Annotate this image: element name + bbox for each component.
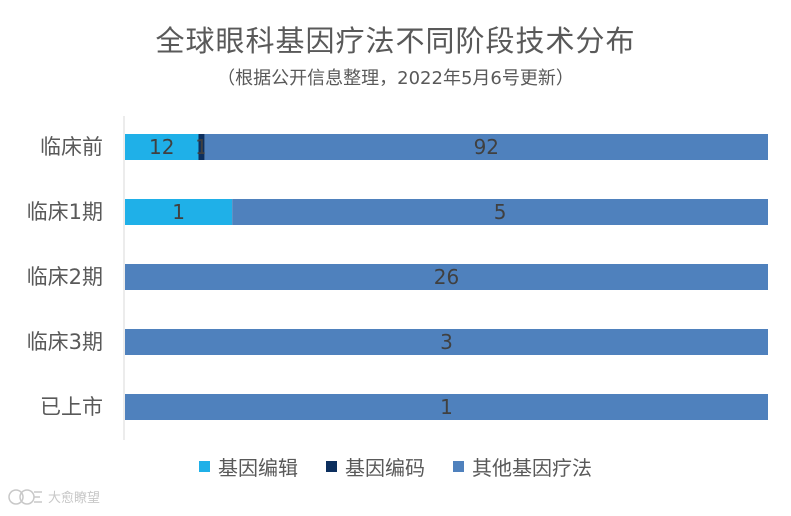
watermark-text: 大愈瞭望 <box>48 491 101 506</box>
legend-swatch-other-gene-therapy <box>453 461 464 472</box>
category-label: 已上市 <box>40 395 103 419</box>
data-label: 5 <box>494 200 507 224</box>
data-label: 3 <box>440 330 453 354</box>
watermark-logo-icon <box>8 488 42 505</box>
category-label: 临床前 <box>40 135 103 159</box>
legend-label-gene-encoding: 基因编码 <box>345 456 425 480</box>
legend-swatch-gene-editing <box>199 461 210 472</box>
legend-label-gene-editing: 基因编辑 <box>218 456 298 480</box>
category-label: 临床3期 <box>27 330 103 354</box>
category-label: 临床2期 <box>27 265 103 289</box>
data-label: 92 <box>474 135 499 159</box>
legend-item-gene-editing: 基因编辑 <box>199 452 298 481</box>
data-label: 26 <box>434 265 459 289</box>
data-label: 1 <box>440 395 453 419</box>
legend-item-gene-encoding: 基因编码 <box>326 452 425 481</box>
category-label: 临床1期 <box>27 200 103 224</box>
legend-label-other-gene-therapy: 其他基因疗法 <box>472 456 592 480</box>
bar-segment <box>125 329 768 355</box>
data-label: 1 <box>172 200 185 224</box>
bar-segment <box>232 199 768 225</box>
chart-legend: 基因编辑 基因编码 其他基因疗法 <box>0 452 791 481</box>
watermark: 大愈瞭望 <box>8 487 100 506</box>
legend-swatch-gene-encoding <box>326 461 337 472</box>
data-label: 12 <box>149 135 174 159</box>
bar-segment <box>125 134 199 160</box>
bar-segment <box>125 264 768 290</box>
legend-item-other-gene-therapy: 其他基因疗法 <box>453 452 592 481</box>
bar-segment <box>125 199 233 225</box>
bar-segment <box>198 134 205 160</box>
bar-segment <box>125 394 768 420</box>
chart-title: 全球眼科基因疗法不同阶段技术分布 <box>155 24 636 58</box>
chart-subtitle: （根据公开信息整理，2022年5月6号更新） <box>217 68 574 89</box>
bar-segment <box>204 134 769 160</box>
